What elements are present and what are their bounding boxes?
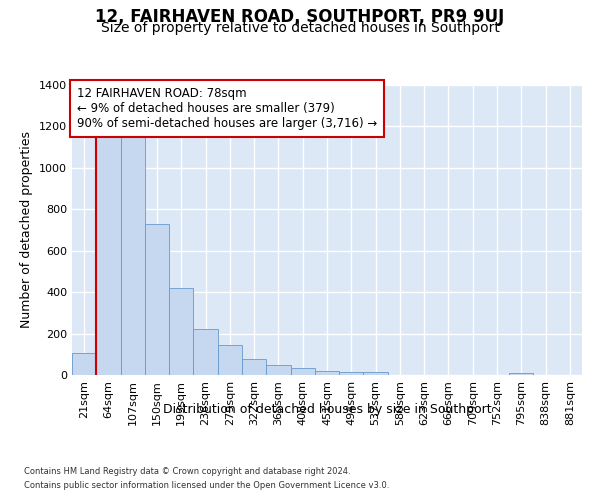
Text: Contains HM Land Registry data © Crown copyright and database right 2024.: Contains HM Land Registry data © Crown c…: [24, 467, 350, 476]
Y-axis label: Number of detached properties: Number of detached properties: [20, 132, 34, 328]
Bar: [266, 364, 290, 375]
Bar: [218, 345, 242, 375]
Bar: [169, 288, 193, 375]
Bar: [72, 353, 96, 375]
Bar: [315, 371, 339, 375]
Text: 12 FAIRHAVEN ROAD: 78sqm
← 9% of detached houses are smaller (379)
90% of semi-d: 12 FAIRHAVEN ROAD: 78sqm ← 9% of detache…: [77, 87, 377, 130]
Bar: [96, 134, 121, 375]
Bar: [509, 373, 533, 375]
Text: Distribution of detached houses by size in Southport: Distribution of detached houses by size …: [163, 402, 491, 415]
Bar: [290, 368, 315, 375]
Bar: [121, 134, 145, 375]
Bar: [339, 372, 364, 375]
Text: Contains public sector information licensed under the Open Government Licence v3: Contains public sector information licen…: [24, 481, 389, 490]
Text: Size of property relative to detached houses in Southport: Size of property relative to detached ho…: [101, 21, 499, 35]
Bar: [364, 372, 388, 375]
Text: 12, FAIRHAVEN ROAD, SOUTHPORT, PR9 9UJ: 12, FAIRHAVEN ROAD, SOUTHPORT, PR9 9UJ: [95, 8, 505, 26]
Bar: [193, 330, 218, 375]
Bar: [145, 224, 169, 375]
Bar: [242, 360, 266, 375]
